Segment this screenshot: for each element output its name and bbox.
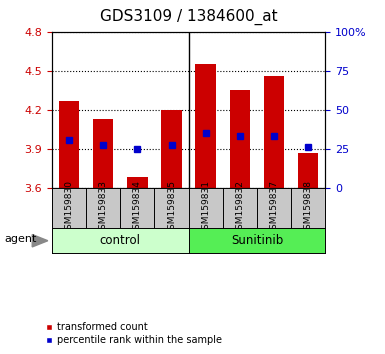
Bar [93, 119, 114, 188]
Text: GDS3109 / 1384600_at: GDS3109 / 1384600_at [100, 8, 278, 25]
Bar [229, 90, 250, 188]
Bar [59, 101, 79, 188]
Text: GSM159835: GSM159835 [167, 181, 176, 235]
Bar [196, 64, 216, 188]
Polygon shape [32, 235, 48, 247]
Bar [264, 76, 284, 188]
Text: Sunitinib: Sunitinib [231, 234, 283, 247]
Bar [127, 177, 147, 188]
Bar [298, 153, 318, 188]
Text: GSM159837: GSM159837 [270, 181, 279, 235]
Text: GSM159832: GSM159832 [235, 181, 244, 235]
Text: control: control [100, 234, 141, 247]
Text: GSM159834: GSM159834 [133, 181, 142, 235]
Text: GSM159838: GSM159838 [304, 181, 313, 235]
Legend: transformed count, percentile rank within the sample: transformed count, percentile rank withi… [42, 319, 226, 349]
Text: GSM159830: GSM159830 [65, 181, 74, 235]
Text: GSM159833: GSM159833 [99, 181, 108, 235]
Text: agent: agent [4, 234, 37, 245]
Bar [161, 110, 182, 188]
Text: GSM159831: GSM159831 [201, 181, 210, 235]
